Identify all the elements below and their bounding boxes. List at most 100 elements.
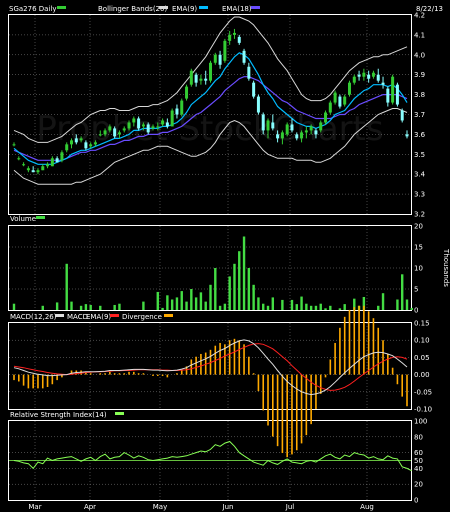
symbol-label: SGa276 Daily [9, 5, 56, 13]
candle-body [386, 88, 390, 103]
candle-body [46, 164, 50, 167]
price-tick-label: 4.0 [414, 51, 425, 59]
axis-labels: Mar Apr May Jun Jul Aug 3.2 3.3 3.4 3.5 3.6 3.7 3.8 3… [28, 12, 432, 512]
candle-body [256, 96, 260, 113]
macd-tick-label: 0.15 [414, 320, 430, 328]
candle-body [309, 126, 313, 131]
ema-short-line [13, 52, 408, 165]
candle-body [400, 110, 404, 121]
volume-bar [324, 308, 327, 310]
volume-bar [89, 304, 92, 310]
candle-body [314, 130, 318, 135]
candle-body [146, 124, 150, 133]
rsi-legend-swatch [115, 412, 124, 415]
volume-bar [84, 304, 88, 310]
volume-legend-swatch [36, 216, 45, 219]
volume-bar [65, 263, 68, 310]
ema-long-line [13, 76, 408, 161]
candle-body [218, 54, 222, 65]
macd-line [13, 339, 408, 396]
volume-bar [214, 268, 217, 310]
candle-body [132, 118, 136, 123]
candle-body [31, 170, 35, 173]
volume-bar [329, 305, 332, 310]
ema-long-legend-swatch [251, 6, 260, 9]
candle-body [22, 164, 26, 166]
volume-bar [262, 303, 265, 310]
candle-body [185, 86, 189, 99]
macd-legend-swatch [55, 314, 64, 317]
candle-body [151, 126, 155, 129]
volume-bar [142, 301, 145, 310]
volume-bar [319, 303, 322, 310]
candle-body [113, 128, 117, 137]
price-tick-label: 3.7 [414, 111, 425, 119]
volume-bar [405, 299, 409, 310]
candle-body [228, 34, 232, 41]
candle-body [357, 74, 361, 77]
volume-tick-label: 15 [414, 244, 423, 252]
candle-body [391, 76, 395, 103]
candle-body [347, 82, 351, 95]
candle-body [17, 158, 21, 160]
candle-body [79, 138, 83, 141]
volume-bar [170, 299, 174, 310]
candle-body [324, 112, 328, 123]
volume-bar [266, 305, 270, 310]
volume-bar [161, 307, 164, 310]
rsi-tick-label: 0 [414, 497, 418, 505]
volume-bar [338, 308, 342, 310]
volume-panel-frame [8, 225, 412, 311]
volume-bar [377, 305, 380, 310]
candle-body [276, 134, 280, 139]
candle-body [55, 158, 59, 163]
rsi-panel-title: Relative Strength Index(14) [10, 411, 107, 419]
volume-bar [99, 305, 102, 310]
volume-tick-label: 0 [414, 307, 418, 315]
volume-bar [381, 293, 385, 310]
macd-tick-label: -0.10 [414, 406, 432, 414]
candle-body [170, 110, 174, 127]
volume-bar [180, 291, 183, 310]
volume-bar [190, 289, 193, 310]
price-tick-label: 3.2 [414, 211, 425, 219]
chart-date: 8/22/13 [416, 5, 443, 13]
candle-body [180, 100, 184, 115]
volume-bar [295, 304, 298, 310]
candle-body [108, 126, 112, 131]
volume-bar [238, 251, 241, 310]
divergence-legend-swatch [164, 314, 173, 317]
macd-panel-title: MACD(12,26) [10, 313, 57, 321]
volume-bar [70, 301, 73, 310]
rsi-tick-label: 60 [414, 449, 423, 457]
volume-bar [353, 298, 356, 310]
divergence-legend-label: Divergence [122, 313, 162, 321]
candle-body [41, 166, 45, 171]
candle-body [405, 134, 409, 137]
macd-tick-label: -0.05 [414, 388, 432, 396]
price-tick-label: 4.2 [414, 12, 425, 20]
candle-body [333, 92, 337, 103]
candle-body [74, 138, 78, 143]
candle-body [122, 128, 126, 131]
candle-body [395, 84, 399, 105]
price-tick-label: 4.1 [414, 31, 425, 39]
candle-body [295, 134, 299, 139]
candle-body [127, 122, 131, 129]
candle-body [376, 74, 380, 81]
price-tick-label: 3.9 [414, 71, 425, 79]
candle-body [98, 134, 102, 136]
rsi-panel-frame [8, 420, 412, 501]
volume-bar [79, 305, 83, 310]
volume-bar [175, 297, 179, 310]
bollinger-legend-swatch [159, 6, 168, 9]
ema-short-legend-swatch [199, 6, 208, 9]
macd-tick-label: 0.10 [414, 337, 430, 345]
volume-panel [12, 236, 413, 310]
candle-body [352, 76, 356, 83]
x-tick-label: Mar [28, 503, 41, 511]
candle-body [26, 168, 30, 171]
price-tick-label: 3.6 [414, 131, 426, 139]
volume-bar [257, 297, 260, 310]
